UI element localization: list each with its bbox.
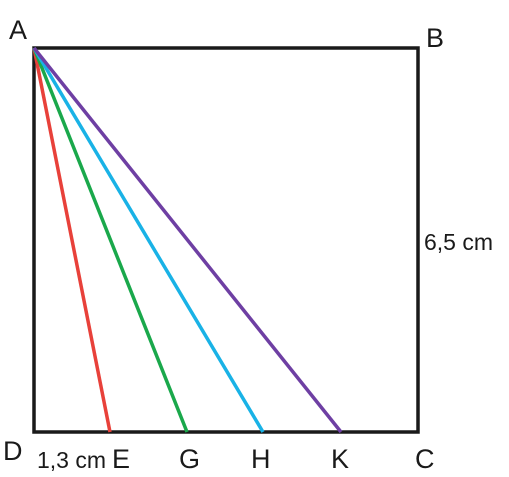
point-label-g: G — [179, 444, 200, 474]
segment-ak — [32, 46, 343, 434]
square-abcd — [32, 46, 420, 434]
segment-ag — [32, 47, 189, 433]
vertex-label-b: B — [426, 23, 444, 53]
segment-de-length-label: 1,3 cm — [37, 447, 106, 473]
point-label-e: E — [112, 444, 130, 474]
side-length-label: 6,5 cm — [424, 229, 493, 255]
vertex-label-d: D — [3, 436, 23, 466]
point-label-h: H — [251, 444, 271, 474]
segment-ae — [32, 47, 112, 433]
segment-ah — [32, 47, 265, 433]
point-label-k: K — [331, 444, 349, 474]
vertex-label-a: A — [9, 15, 27, 45]
vertex-label-c: C — [415, 444, 435, 474]
